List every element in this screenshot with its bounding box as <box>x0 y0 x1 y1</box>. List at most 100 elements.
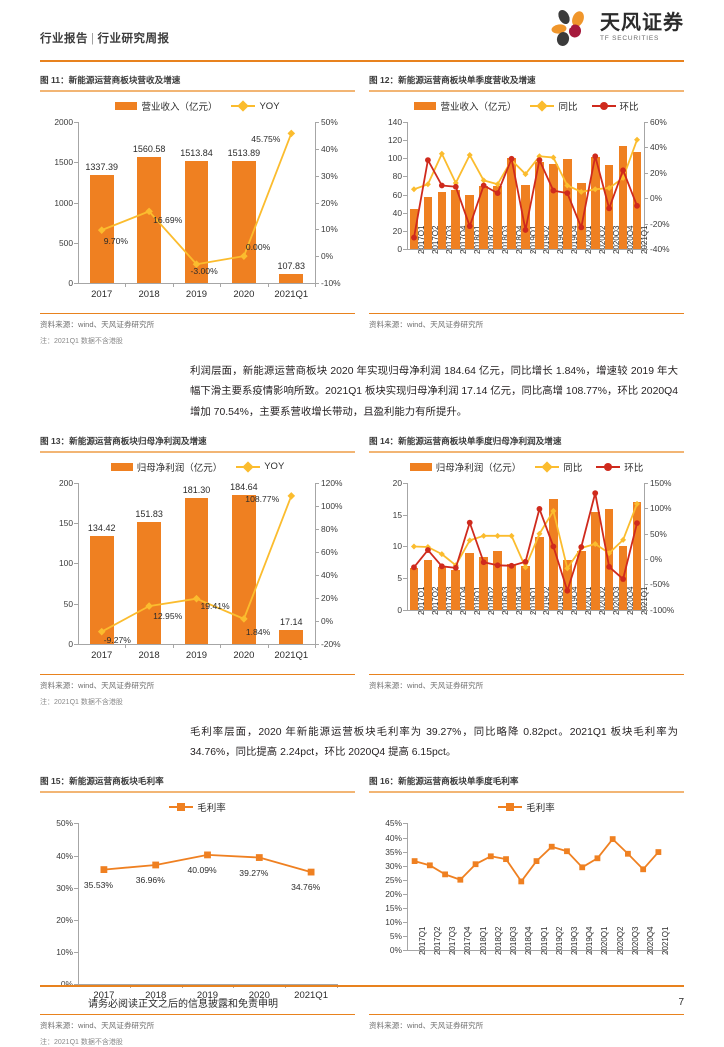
y2-axis-line <box>644 482 645 610</box>
legend-marker <box>599 102 608 110</box>
y-axis-tick <box>74 482 78 484</box>
chart-bar <box>451 570 461 610</box>
y-axis-tick-label: 25% <box>385 874 402 885</box>
y-axis-tick-label: 30% <box>56 882 73 893</box>
line-value-label: 39.27% <box>239 867 269 878</box>
y2-axis-tick-label: 40% <box>321 143 338 154</box>
fig13-legend-item: YOY <box>236 461 284 473</box>
y-axis-tick-label: 40% <box>385 832 402 843</box>
paragraph-margin: 毛利率层面，2020 年新能源运营板块毛利率为 39.27%，同比略降 0.82… <box>190 726 678 759</box>
figure-12: 图 12：新能源运营商板块单季度营收及增速 营业收入（亿元） 同比 环比 0 20 40 6… <box>369 74 684 346</box>
x-axis-tick <box>467 950 469 955</box>
y-axis-tick-label: 200 <box>59 477 73 488</box>
y-axis-tick-label: 80 <box>392 171 402 182</box>
line-value-label: 108.77% <box>245 493 280 504</box>
y-axis-tick-label: 60 <box>392 189 402 200</box>
chart-bar <box>576 551 586 610</box>
bar-value-label: 184.64 <box>230 482 258 493</box>
x-axis-line <box>407 249 644 250</box>
y2-axis-tick <box>315 505 319 507</box>
figure-12-caption: 新能源运营商板块单季度营收及增速 <box>398 75 536 85</box>
x-axis-tick <box>172 643 174 648</box>
figure-11-caption: 新能源运营商板块营收及增速 <box>68 75 181 85</box>
x-axis-line <box>78 984 337 986</box>
y-axis-tick <box>403 482 407 484</box>
figure-13-title: 图 13：新能源运营商板块归母净利润及增速 <box>40 435 355 451</box>
x-axis-tick <box>574 249 576 253</box>
chart-bar <box>437 191 447 249</box>
figure-12-number: 图 12： <box>369 75 399 85</box>
y2-axis-tick-label: 0% <box>321 251 334 262</box>
figure-row-3: 图 15：新能源运营商板块毛利率 毛利率 0% 10% 20% 30% 40% 50% 201… <box>40 775 684 1047</box>
figure-14-number: 图 14： <box>369 435 399 446</box>
y2-axis-tick <box>315 175 319 177</box>
y-axis-tick <box>403 879 407 881</box>
figure-13: 图 13：新能源运营商板块归母净利润及增速 归母净利润（亿元） YOY 0 50 100… <box>40 435 355 707</box>
footer-divider <box>40 985 684 987</box>
fig16-legend: 毛利率 <box>369 797 684 817</box>
chart-bar <box>618 145 628 249</box>
y-axis-tick <box>74 122 78 123</box>
y-axis-line <box>407 122 408 249</box>
fig14-legend-item: 归母净利润（亿元） <box>409 460 521 474</box>
legend-marker <box>506 803 515 812</box>
legend-marker <box>604 462 613 471</box>
x-axis-tick <box>650 950 652 955</box>
y2-axis-tick-label: -100% <box>650 604 675 615</box>
chart-bar <box>465 194 475 249</box>
figure-11-source: 资料来源：wind、天风证券研究所 <box>40 320 155 329</box>
chart-bar <box>590 512 600 610</box>
figure-row-2: 图 13：新能源运营商板块归母净利润及增速 归母净利润（亿元） YOY 0 50 100… <box>40 435 684 707</box>
chart-bar <box>232 161 256 283</box>
x-axis-tick <box>518 249 520 253</box>
x-axis-tick <box>532 249 534 253</box>
legend-swatch-bar <box>409 462 432 471</box>
y-axis-tick-label: 1000 <box>54 197 73 208</box>
x-axis-tick-label: 2019 <box>196 990 219 1002</box>
fig14-legend-item: 同比 <box>535 460 582 474</box>
y2-axis-tick <box>644 533 648 535</box>
legend-label: 同比 <box>563 462 583 474</box>
y-axis-tick <box>403 176 407 178</box>
fig11-plot-area: 0 500 1000 1500 2000 -10% 0% 10% 20% 30% 40% 50% 201… <box>40 96 355 311</box>
y2-axis-line <box>315 122 316 283</box>
figure-13-chart: 归母净利润（亿元） YOY 0 50 100 150 200 -20% 0% 20% 40% 60% 8… <box>40 457 355 672</box>
chart-bar <box>563 159 572 249</box>
y-axis-tick <box>403 936 407 938</box>
chart-bar <box>535 161 544 249</box>
x-axis-tick <box>546 609 548 614</box>
y2-axis-tick <box>644 172 648 174</box>
x-axis-tick <box>630 249 632 253</box>
y-axis-tick-label: 0 <box>397 604 402 615</box>
chart-bar <box>521 184 530 249</box>
figure-15-title: 图 15：新能源运营商板块毛利率 <box>40 775 355 791</box>
legend-swatch-bar <box>414 102 437 110</box>
x-axis-tick <box>172 283 174 287</box>
y2-axis-tick <box>644 122 648 123</box>
logo-wordmark: 天风证券 TF SECURITIES <box>600 13 684 43</box>
y-axis-tick <box>74 887 78 889</box>
chart-bar <box>493 185 502 249</box>
fig14-legend-item: 环比 <box>596 460 643 474</box>
x-axis-tick-label: 2020 <box>233 289 255 300</box>
x-axis-tick <box>437 950 439 955</box>
x-axis-tick-label: 2018 <box>138 649 160 661</box>
chart-bar <box>507 564 516 610</box>
chart-bar <box>479 186 488 249</box>
y-axis-tick-label: 0% <box>40 979 73 989</box>
header-divider <box>40 60 684 62</box>
breadcrumb: 行业报告 | 行业研究周报 <box>40 30 170 46</box>
legend-swatch-line <box>236 461 261 473</box>
y2-axis-tick-label: 20% <box>650 167 667 178</box>
fig11-legend: 营业收入（亿元） YOY <box>40 96 355 116</box>
y2-axis-tick <box>315 148 319 150</box>
y2-axis-tick-label: 80% <box>321 523 338 534</box>
y-axis-tick <box>74 643 78 645</box>
figure-13-source: 资料来源：wind、天风证券研究所 <box>40 680 155 690</box>
chart-bar <box>576 182 586 249</box>
y-axis-tick-label: 50 <box>63 598 73 609</box>
figure-16-footer: 资料来源：wind、天风证券研究所 <box>369 1014 684 1031</box>
figure-12-title: 图 12：新能源运营商板块单季度营收及增速 <box>369 74 684 90</box>
figure-13-number: 图 13： <box>40 435 70 446</box>
x-axis-tick <box>513 950 515 955</box>
